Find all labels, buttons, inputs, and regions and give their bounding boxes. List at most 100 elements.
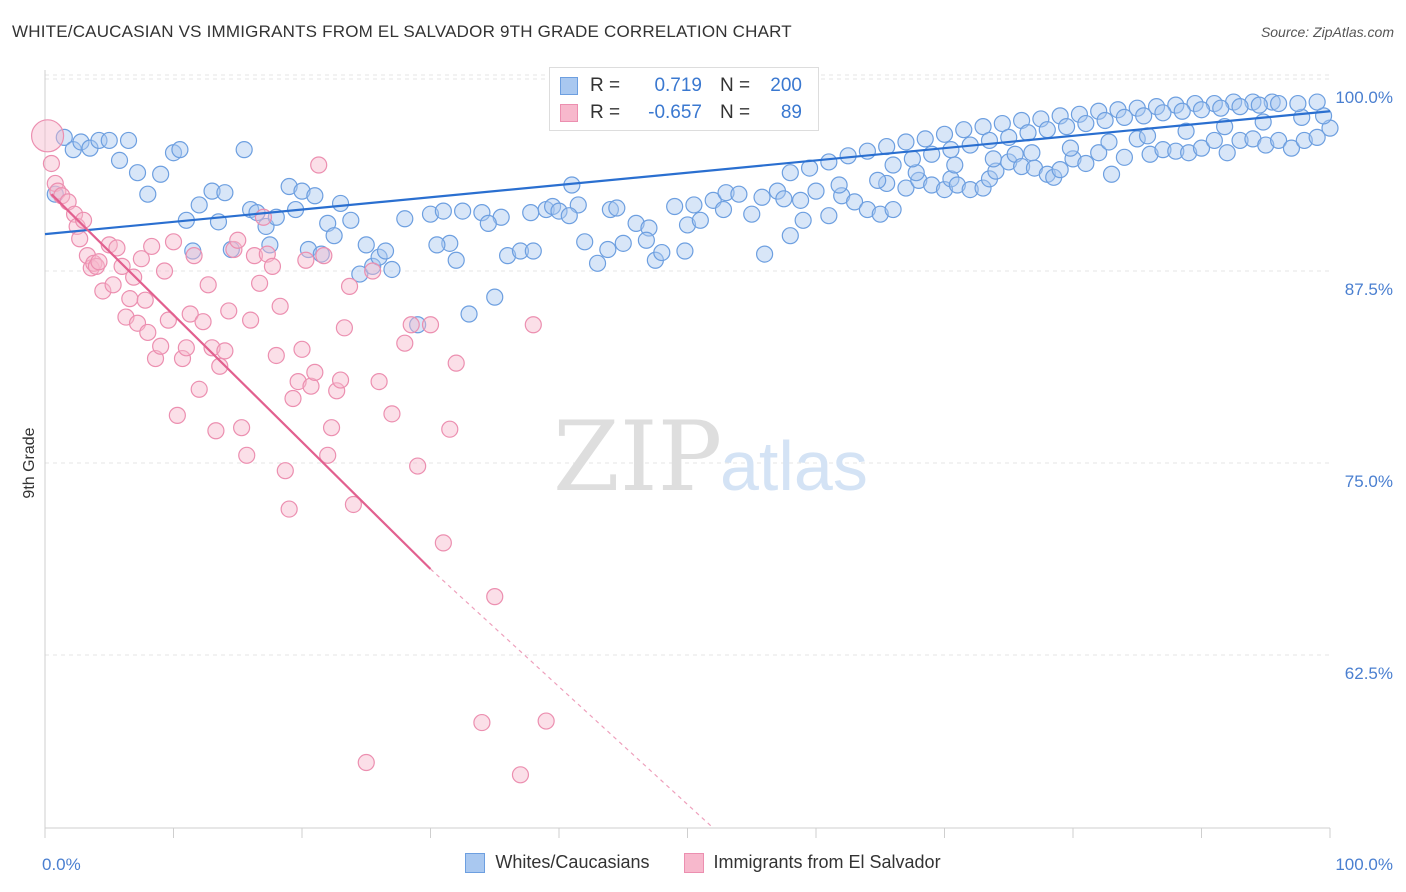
point-elsalvador — [139, 323, 157, 342]
grid-lines — [45, 74, 1330, 656]
point-whites — [1212, 99, 1230, 117]
r-value: 0.719 — [654, 75, 702, 96]
point-whites — [376, 242, 395, 260]
legend-label-whites: Whites/Caucasians — [495, 852, 650, 872]
point-elsalvador — [271, 297, 289, 315]
point-elsalvador — [524, 316, 542, 334]
point-elsalvador — [211, 357, 229, 375]
point-whites — [1064, 150, 1082, 168]
point-elsalvador — [267, 346, 285, 365]
point-whites — [884, 156, 902, 174]
point-whites — [794, 211, 812, 229]
point-whites — [1269, 131, 1288, 150]
point-whites — [1051, 107, 1069, 125]
point-whites — [331, 194, 350, 213]
point-whites — [608, 199, 626, 217]
point-whites — [1263, 93, 1281, 111]
point-elsalvador — [315, 247, 333, 265]
point-whites — [935, 180, 954, 199]
point-whites — [946, 156, 964, 174]
point-whites — [942, 141, 960, 159]
point-elsalvador — [108, 239, 126, 257]
trend-line-elsalvador — [50, 193, 432, 570]
point-elsalvador — [537, 712, 555, 730]
point-whites — [1141, 145, 1159, 163]
point-elsalvador — [87, 257, 106, 275]
point-whites — [685, 196, 703, 214]
point-whites — [479, 214, 497, 232]
point-whites — [916, 130, 934, 148]
point-whites — [1147, 98, 1166, 116]
legend-item-whites[interactable]: Whites/Caucasians — [465, 852, 650, 873]
point-elsalvador — [203, 339, 221, 357]
blue-swatch — [560, 77, 578, 95]
point-elsalvador — [276, 462, 294, 480]
point-elsalvador — [434, 534, 452, 552]
point-elsalvador — [402, 316, 420, 334]
point-elsalvador — [113, 257, 131, 275]
n-label: N = — [720, 75, 751, 96]
point-whites — [576, 233, 594, 251]
point-whites — [524, 242, 542, 260]
point-whites — [743, 205, 761, 223]
point-whites — [923, 176, 941, 194]
point-whites — [807, 182, 825, 200]
point-whites — [1154, 104, 1172, 122]
point-elsalvador — [310, 156, 328, 174]
point-whites — [1282, 139, 1301, 157]
point-whites — [1192, 139, 1211, 157]
point-elsalvador — [328, 382, 346, 400]
legend-item-elsalvador[interactable]: Immigrants from El Salvador — [683, 852, 941, 873]
point-whites — [974, 118, 992, 136]
point-whites — [845, 193, 864, 211]
point-whites — [1077, 114, 1095, 133]
point-elsalvador — [447, 354, 465, 372]
point-whites — [1128, 130, 1146, 148]
axis-ticks: 100.0% 87.5% 75.0% 62.5% 0.0% 100.0% — [42, 88, 1393, 874]
point-whites — [434, 202, 452, 220]
point-whites — [637, 231, 655, 249]
point-elsalvador — [173, 349, 192, 368]
source-label: Source: ZipAtlas.com — [1260, 24, 1394, 40]
point-whites — [473, 204, 491, 222]
point-elsalvador — [104, 276, 122, 294]
watermark-atlas: atlas — [720, 427, 868, 505]
point-elsalvador — [168, 406, 186, 424]
point-whites — [717, 184, 735, 202]
point-whites — [357, 236, 375, 254]
point-whites — [499, 247, 517, 265]
point-whites — [128, 164, 147, 182]
point-whites — [791, 191, 810, 209]
point-whites — [1231, 131, 1249, 150]
point-elsalvador — [421, 316, 440, 334]
point-whites — [454, 202, 472, 220]
y-axis-label: 9th Grade — [21, 427, 38, 498]
point-whites — [974, 179, 992, 197]
point-whites — [1308, 128, 1326, 146]
point-elsalvador — [220, 302, 238, 320]
point-whites — [1167, 96, 1185, 114]
point-whites — [72, 133, 90, 151]
point-whites — [1115, 148, 1134, 166]
n-value: 200 — [770, 75, 802, 96]
point-elsalvador — [396, 334, 414, 352]
y-tick-label: 87.5% — [1345, 280, 1393, 299]
point-elsalvador — [263, 257, 282, 275]
point-whites — [781, 164, 799, 182]
point-elsalvador — [190, 380, 208, 398]
point-whites — [1057, 118, 1076, 136]
point-elsalvador — [302, 377, 320, 395]
point-elsalvador — [177, 339, 195, 357]
point-whites — [1012, 157, 1031, 176]
point-whites — [152, 165, 170, 183]
point-whites — [216, 184, 234, 202]
point-elsalvador — [340, 277, 359, 295]
point-elsalvador — [409, 457, 427, 475]
stats-row-whites: R = 0.719 N = 200 — [560, 73, 802, 99]
point-whites — [755, 245, 774, 263]
point-whites — [139, 185, 157, 203]
point-whites — [1289, 94, 1307, 113]
point-whites — [1032, 110, 1050, 128]
point-whites — [1186, 94, 1204, 113]
